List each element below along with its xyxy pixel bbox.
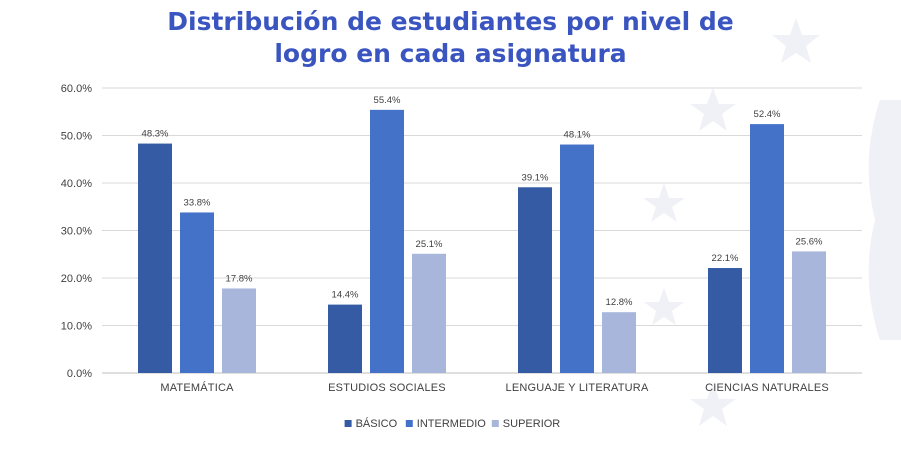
bar-intermedio: [560, 144, 594, 373]
legend: BÁSICO INTERMEDIO SUPERIOR: [344, 417, 561, 430]
bar-básico: [328, 304, 362, 373]
bar-superior: [602, 312, 636, 373]
star-icon: [643, 183, 685, 222]
star-icon: [772, 18, 820, 63]
bar-intermedio: [750, 124, 784, 373]
data-label: 22.1%: [712, 253, 739, 264]
data-label: 12.8%: [606, 297, 633, 308]
data-labels: 48.3% 33.8% 17.8% 14.4% 55.4% 25.1% 39.1% 48.1%…: [142, 95, 823, 308]
star-icon: [690, 88, 736, 131]
legend-swatch: [491, 420, 499, 427]
data-label: 14.4%: [332, 290, 359, 301]
bar-básico: [518, 187, 552, 373]
y-tick-label: 40.0%: [61, 178, 92, 190]
y-tick-label: 50.0%: [61, 131, 92, 143]
star-icon: [644, 288, 684, 325]
data-label: 17.8%: [226, 273, 253, 284]
bar-superior: [792, 251, 826, 373]
x-tick-label: ESTUDIOS SOCIALES: [328, 382, 446, 394]
data-label: 25.1%: [416, 239, 443, 250]
y-tick-label: 20.0%: [61, 273, 92, 285]
legend-label: INTERMEDIO: [417, 418, 487, 430]
legend-label: SUPERIOR: [503, 418, 561, 430]
x-tick-label: MATEMÁTICA: [160, 381, 234, 394]
x-tick-label: CIENCIAS NATURALES: [705, 382, 829, 394]
y-tick-label: 0.0%: [67, 368, 92, 380]
x-axis: MATEMÁTICA ESTUDIOS SOCIALES LENGUAJE Y LI…: [160, 381, 829, 394]
data-label: 55.4%: [374, 95, 401, 106]
background-decoration: [643, 18, 901, 426]
y-tick-label: 10.0%: [61, 321, 92, 333]
y-axis: 0.0% 10.0% 20.0% 30.0% 40.0% 50.0% 60.0%: [61, 83, 92, 380]
legend-label: BÁSICO: [356, 417, 398, 430]
emblem-icon: [868, 100, 901, 340]
data-label: 25.6%: [796, 236, 823, 247]
x-tick-label: LENGUAJE Y LITERATURA: [506, 382, 649, 394]
star-icon: [690, 383, 736, 426]
bar-superior: [412, 253, 446, 373]
y-tick-label: 30.0%: [61, 226, 92, 238]
legend-swatch: [405, 420, 413, 427]
data-label: 33.8%: [184, 197, 211, 208]
legend-swatch: [344, 420, 352, 427]
bar-intermedio: [180, 212, 214, 373]
bars: [138, 109, 826, 373]
bar-básico: [138, 143, 172, 373]
gridlines: [102, 87, 862, 374]
chart-title: Distribución de estudiantes por nivel de…: [0, 6, 901, 70]
bar-superior: [222, 288, 256, 373]
bar-básico: [708, 268, 742, 373]
data-label: 48.1%: [564, 130, 591, 141]
chart-title-line-2: logro en cada asignatura: [274, 39, 627, 68]
data-label: 39.1%: [522, 172, 549, 183]
y-tick-label: 60.0%: [61, 83, 92, 95]
bar-intermedio: [370, 109, 404, 373]
chart-title-line-1: Distribución de estudiantes por nivel de: [167, 7, 734, 36]
data-label: 52.4%: [754, 109, 781, 120]
data-label: 48.3%: [142, 129, 169, 140]
